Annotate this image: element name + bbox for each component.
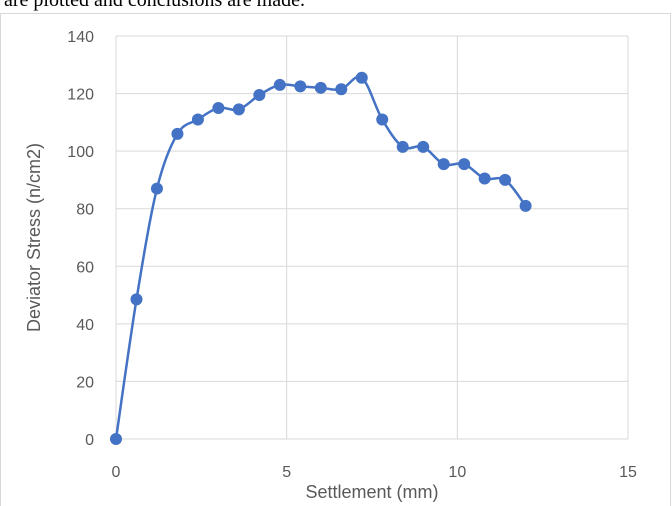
series-line: [114, 75, 527, 441]
x-tick-label: 15: [619, 464, 637, 481]
x-tick-label: 10: [448, 464, 466, 481]
y-axis-title: Deviator Stress (n/cm2): [24, 143, 44, 332]
data-point: [314, 81, 327, 94]
data-point: [437, 158, 450, 171]
data-point: [335, 83, 348, 96]
data-point: [150, 182, 163, 195]
data-point: [417, 140, 430, 153]
y-tick-label: 40: [76, 317, 94, 334]
y-tick-label: 140: [67, 29, 94, 46]
y-tick-label: 80: [76, 202, 94, 219]
data-point: [355, 71, 368, 84]
x-tick-label: 5: [282, 464, 291, 481]
data-point: [171, 127, 184, 140]
y-tick-label: 20: [76, 374, 94, 391]
y-tick-label: 60: [76, 259, 94, 276]
data-point: [478, 172, 491, 185]
data-point: [396, 140, 409, 153]
data-point: [253, 89, 266, 102]
data-point: [191, 113, 204, 126]
chart-frame: [0, 13, 671, 506]
grid-layer: [115, 35, 629, 439]
series-layer: [110, 71, 532, 445]
data-point: [110, 433, 122, 445]
document-caption: are plotted and conclusions are made.: [4, 0, 305, 11]
x-tick-label: 0: [112, 464, 121, 481]
label-layer: 0 20 40 60 80 100 120 140 0 5 10 15: [67, 29, 637, 481]
data-point: [499, 173, 512, 186]
y-tick-label: 0: [85, 432, 94, 449]
data-point: [519, 199, 532, 212]
y-tick-label: 120: [67, 87, 94, 104]
data-point: [232, 103, 245, 116]
data-point: [294, 80, 307, 93]
data-point: [376, 113, 389, 126]
data-point: [212, 101, 225, 114]
y-tick-label: 100: [67, 144, 94, 161]
data-point: [458, 158, 471, 171]
x-axis-title: Settlement (mm): [305, 482, 438, 502]
data-point: [273, 78, 286, 91]
data-point: [130, 293, 143, 306]
